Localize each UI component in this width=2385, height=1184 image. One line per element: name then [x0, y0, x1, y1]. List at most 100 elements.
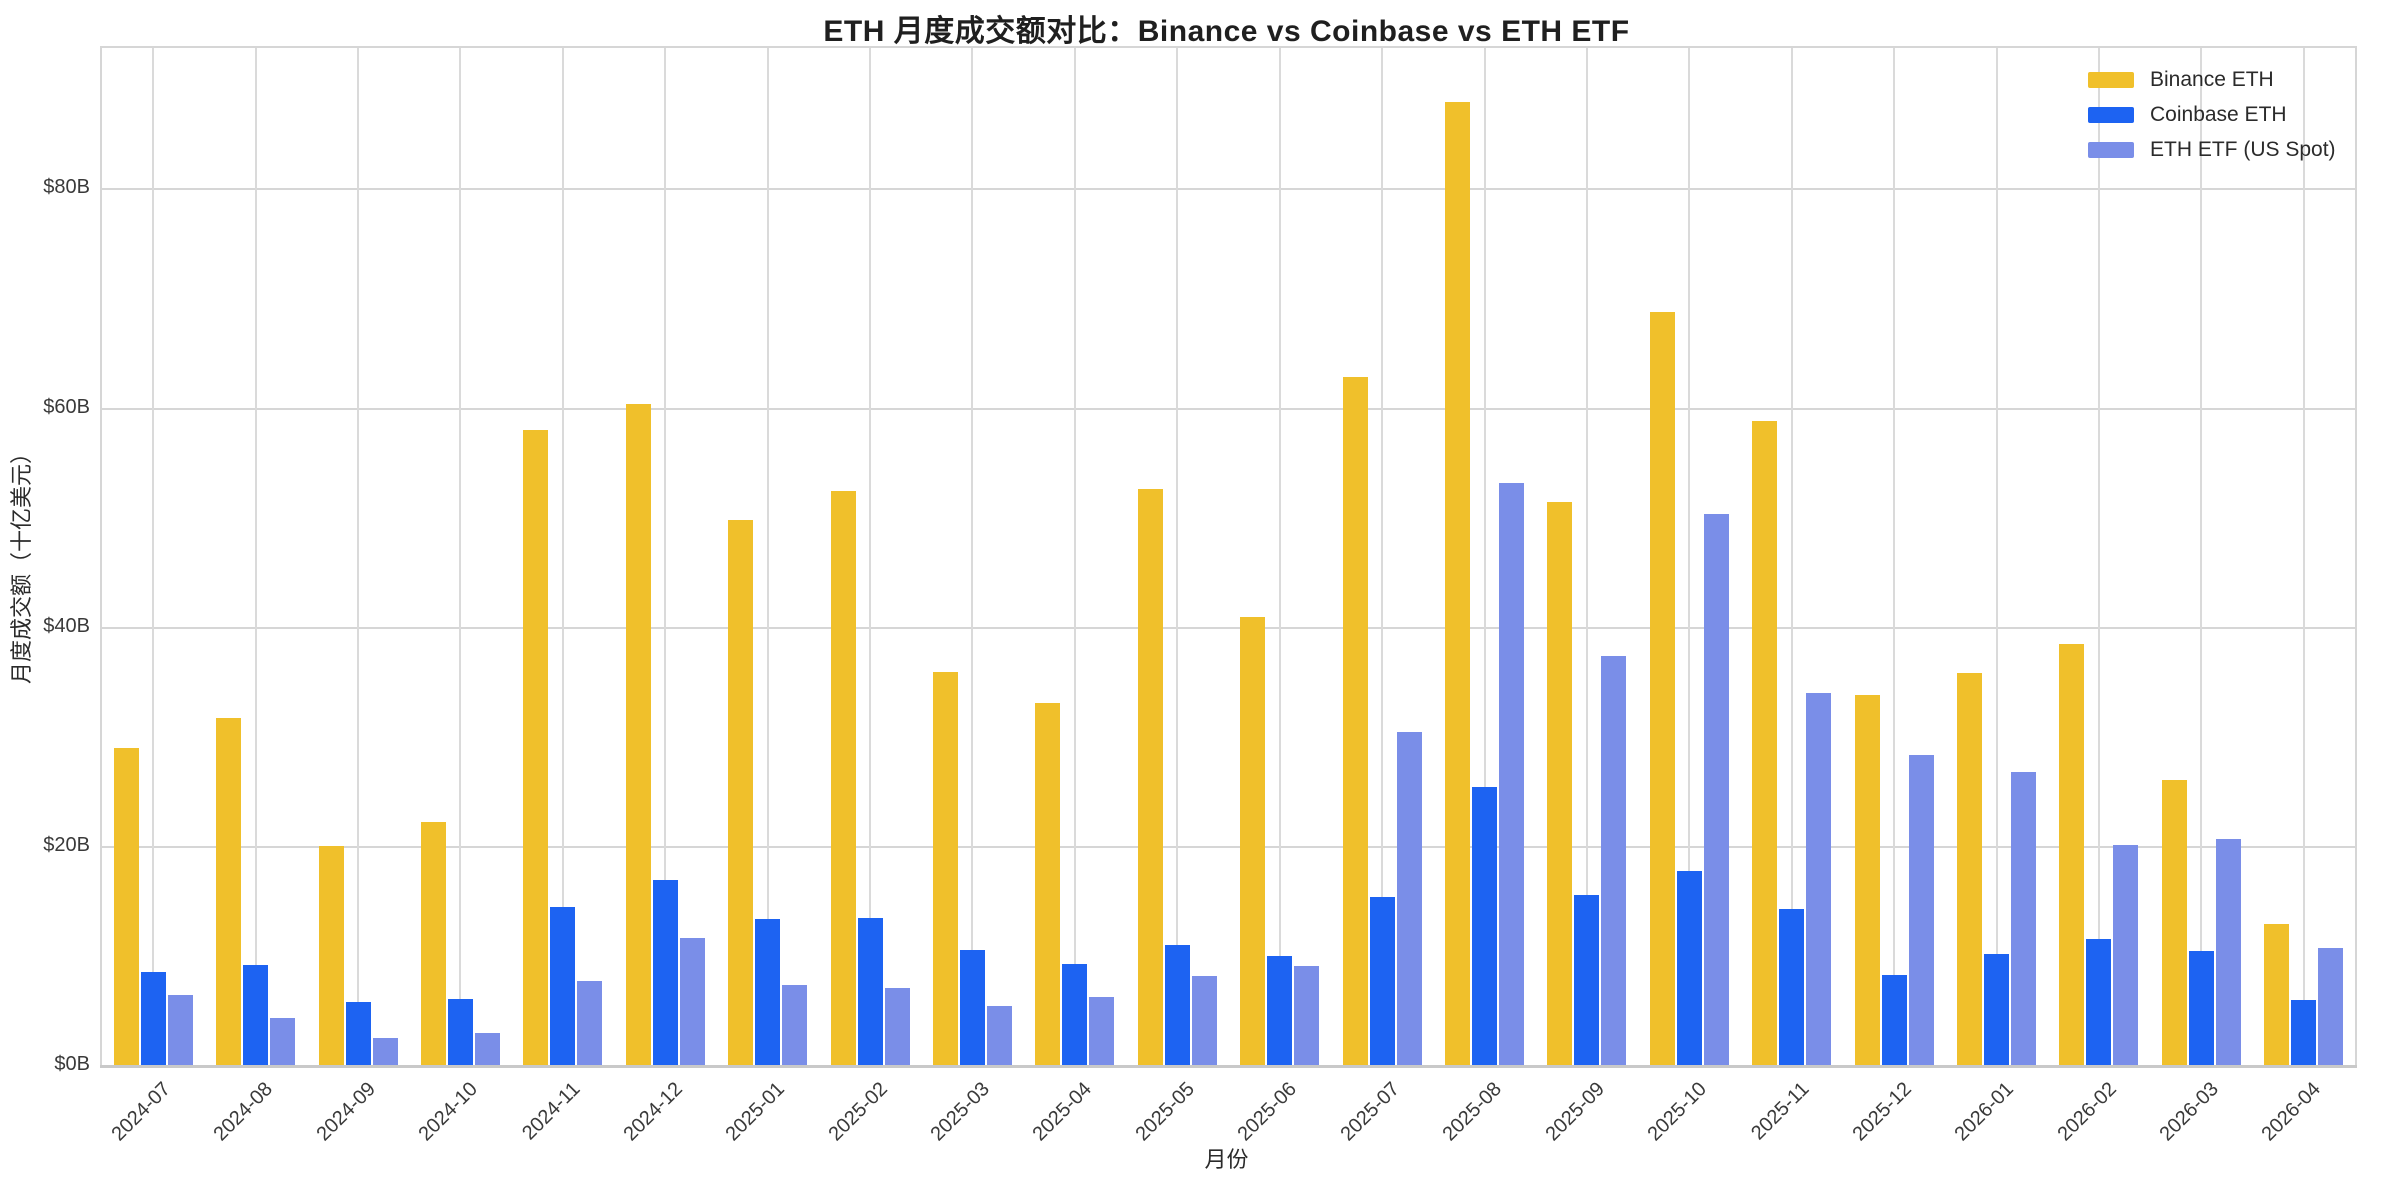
bar-coinbase-eth-2024-12 — [652, 879, 678, 1066]
bar-binance-eth-2024-08 — [216, 717, 242, 1066]
legend-label: ETH ETF (US Spot) — [2150, 137, 2336, 161]
bar-eth-etf-us-spot-2025-08 — [1499, 483, 1525, 1066]
x-tick-label-2024-12: 2024-12 — [619, 1078, 687, 1146]
h-gridline-40 — [102, 626, 2355, 629]
bar-eth-etf-us-spot-2024-11 — [577, 980, 603, 1066]
v-gridline-2024-09 — [357, 48, 360, 1066]
bar-coinbase-eth-2024-08 — [243, 965, 269, 1066]
legend-label: Coinbase ETH — [2150, 102, 2287, 126]
bar-eth-etf-us-spot-2025-03 — [986, 1005, 1012, 1066]
y-tick-label-0: $0B — [54, 1053, 90, 1075]
bar-coinbase-eth-2025-12 — [1881, 975, 1907, 1066]
bar-coinbase-eth-2025-06 — [1267, 956, 1293, 1066]
bar-coinbase-eth-2026-01 — [1984, 954, 2010, 1066]
x-tick-label-2024-10: 2024-10 — [414, 1078, 482, 1146]
x-tick-label-2026-04: 2026-04 — [2257, 1078, 2326, 1146]
v-gridline-2026-01 — [1995, 48, 1998, 1066]
bar-eth-etf-us-spot-2025-12 — [1908, 754, 1934, 1066]
x-tick-label-2024-09: 2024-09 — [312, 1078, 380, 1146]
bar-binance-eth-2026-04 — [2264, 923, 2290, 1066]
v-gridline-2026-03 — [2200, 48, 2203, 1066]
x-tick-label-2026-01: 2026-01 — [1950, 1078, 2019, 1146]
bar-coinbase-eth-2024-11 — [550, 907, 576, 1066]
bar-binance-eth-2025-04 — [1035, 703, 1061, 1066]
bar-eth-etf-us-spot-2025-04 — [1089, 996, 1115, 1066]
legend-swatch-eth-etf-us-spot — [2088, 141, 2134, 158]
bar-coinbase-eth-2026-02 — [2086, 938, 2112, 1066]
bar-eth-etf-us-spot-2024-09 — [372, 1037, 398, 1066]
bar-coinbase-eth-2024-09 — [345, 1002, 371, 1066]
v-gridline-2025-01 — [766, 48, 769, 1066]
bar-coinbase-eth-2025-02 — [857, 918, 883, 1066]
v-gridline-2025-03 — [971, 48, 974, 1066]
bar-binance-eth-2026-01 — [1957, 672, 1983, 1066]
bar-eth-etf-us-spot-2024-10 — [474, 1033, 500, 1066]
bar-coinbase-eth-2025-04 — [1062, 964, 1088, 1066]
chart-title: ETH 月度成交额对比：Binance vs Coinbase vs ETH E… — [823, 15, 1630, 48]
x-axis-line — [100, 1065, 2357, 1068]
bar-binance-eth-2024-11 — [523, 430, 549, 1066]
x-tick-label-2025-02: 2025-02 — [824, 1078, 892, 1146]
bar-binance-eth-2026-02 — [2059, 644, 2085, 1066]
legend-swatch-binance-eth — [2088, 71, 2134, 88]
v-gridline-2025-06 — [1278, 48, 1281, 1066]
legend-label: Binance ETH — [2150, 67, 2274, 91]
h-gridline-60 — [102, 407, 2355, 410]
bar-eth-etf-us-spot-2025-06 — [1294, 966, 1320, 1066]
bar-binance-eth-2026-03 — [2161, 780, 2187, 1066]
bar-coinbase-eth-2025-03 — [959, 949, 985, 1066]
bar-coinbase-eth-2025-10 — [1676, 870, 1702, 1066]
y-tick-label-20: $20B — [43, 833, 90, 856]
legend-item-coinbase-eth: Coinbase ETH — [2088, 97, 2336, 132]
v-gridline-2024-10 — [459, 48, 462, 1066]
bar-coinbase-eth-2024-10 — [447, 999, 473, 1066]
bar-coinbase-eth-2025-01 — [755, 919, 781, 1066]
x-tick-label-2025-10: 2025-10 — [1643, 1078, 1711, 1146]
y-tick-label-40: $40B — [43, 614, 90, 637]
v-gridline-2025-02 — [869, 48, 872, 1066]
v-gridline-2025-12 — [1893, 48, 1896, 1066]
bar-binance-eth-2025-07 — [1342, 376, 1368, 1066]
h-gridline-80 — [102, 188, 2355, 191]
bar-eth-etf-us-spot-2024-08 — [270, 1017, 296, 1066]
bar-coinbase-eth-2025-08 — [1472, 786, 1498, 1066]
v-gridline-2026-02 — [2097, 48, 2100, 1066]
bar-binance-eth-2025-01 — [728, 520, 754, 1066]
bar-binance-eth-2024-10 — [420, 821, 446, 1066]
v-gridline-2025-09 — [1585, 48, 1588, 1066]
v-gridline-2025-07 — [1381, 48, 1384, 1066]
bar-binance-eth-2025-03 — [932, 671, 958, 1066]
x-tick-label-2025-03: 2025-03 — [926, 1078, 995, 1146]
x-axis-label: 月份 — [1204, 1147, 1249, 1172]
bar-eth-etf-us-spot-2025-01 — [782, 984, 808, 1066]
bar-coinbase-eth-2025-05 — [1164, 945, 1190, 1066]
bar-binance-eth-2025-05 — [1137, 488, 1163, 1066]
x-tick-label-2026-02: 2026-02 — [2053, 1078, 2121, 1146]
bar-coinbase-eth-2024-07 — [140, 971, 166, 1066]
h-gridline-20 — [102, 845, 2355, 848]
x-tick-label-2025-12: 2025-12 — [1848, 1078, 1916, 1146]
bar-binance-eth-2025-10 — [1649, 312, 1675, 1066]
bar-eth-etf-us-spot-2026-01 — [2011, 772, 2037, 1066]
bar-eth-etf-us-spot-2025-02 — [884, 988, 910, 1066]
y-tick-label-60: $60B — [43, 395, 90, 418]
x-tick-label-2025-01: 2025-01 — [721, 1078, 790, 1146]
bar-eth-etf-us-spot-2024-12 — [679, 937, 705, 1066]
legend: Binance ETH Coinbase ETH ETH ETF (US Spot) — [2088, 62, 2336, 167]
y-axis-label: 月度成交额（十亿美元） — [9, 442, 34, 685]
bar-binance-eth-2025-11 — [1752, 420, 1778, 1066]
x-tick-label-2025-06: 2025-06 — [1233, 1078, 1302, 1146]
plot-area — [100, 46, 2357, 1068]
v-gridline-2026-04 — [2302, 48, 2305, 1066]
bar-binance-eth-2024-09 — [318, 845, 344, 1066]
bar-eth-etf-us-spot-2025-09 — [1601, 656, 1627, 1066]
legend-item-eth-etf-us-spot: ETH ETF (US Spot) — [2088, 132, 2336, 167]
x-tick-label-2024-08: 2024-08 — [209, 1078, 278, 1146]
x-tick-label-2025-04: 2025-04 — [1028, 1078, 1097, 1146]
v-gridline-2024-11 — [561, 48, 564, 1066]
bar-coinbase-eth-2025-09 — [1574, 895, 1600, 1066]
x-tick-label-2025-09: 2025-09 — [1541, 1078, 1609, 1146]
v-gridline-2025-08 — [1483, 48, 1486, 1066]
v-gridline-2024-08 — [254, 48, 257, 1066]
